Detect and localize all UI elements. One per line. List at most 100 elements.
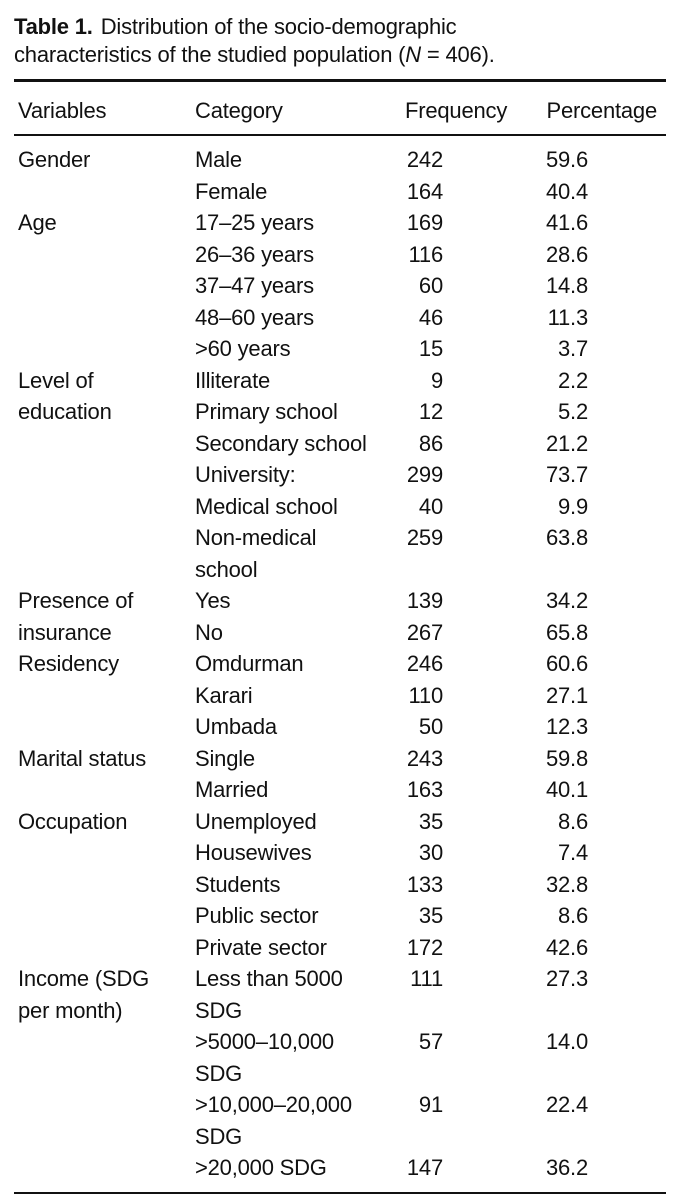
category-cell: Public sector xyxy=(195,903,319,928)
table-row: Umbada 50 12.3 xyxy=(14,711,666,743)
table-row: >20,000 SDG 147 36.2 xyxy=(14,1152,666,1193)
percentage-cell: 27.1 xyxy=(545,682,588,708)
percentage-cell: 63.8 xyxy=(545,525,588,550)
category-cell: 48–60 years xyxy=(195,304,314,330)
frequency-cell: 164 xyxy=(406,178,443,204)
table-caption-line2: characteristics of the studied populatio… xyxy=(14,42,406,67)
category-cell: Female xyxy=(195,178,268,204)
category-cell: >5000–10,000 SDG xyxy=(195,1029,334,1086)
category-cell: Less than 5000 SDG xyxy=(195,966,343,1023)
frequency-cell: 147 xyxy=(406,1155,443,1180)
frequency-cell: 9 xyxy=(430,367,443,393)
table-row: Primary school 12 5.2 xyxy=(14,396,666,428)
percentage-cell: 40.1 xyxy=(545,777,588,802)
table-caption-line1: Distribution of the socio-demographic xyxy=(100,14,457,39)
variable-cell: Age xyxy=(18,210,57,235)
sample-size-symbol: N xyxy=(405,42,421,67)
frequency-cell: 163 xyxy=(406,777,443,802)
table-row: Occupation Unemployed 35 8.6 xyxy=(14,806,666,838)
table-row: 48–60 years 46 11.3 xyxy=(14,302,666,334)
category-cell: Housewives xyxy=(195,840,312,865)
frequency-cell: 133 xyxy=(406,871,443,897)
category-cell: Married xyxy=(195,777,269,802)
percentage-cell: 3.7 xyxy=(558,336,588,361)
frequency-cell: 116 xyxy=(408,241,444,267)
percentage-cell: 28.6 xyxy=(545,241,588,267)
table-row: Students 133 32.8 xyxy=(14,869,666,901)
category-cell: Non-medical school xyxy=(195,525,317,582)
table-row: Karari 110 27.1 xyxy=(14,680,666,712)
table-row: Age 17–25 years 169 41.6 xyxy=(14,207,666,239)
percentage-cell: 5.2 xyxy=(558,399,588,424)
variable-cell: Income (SDG per month) xyxy=(18,966,150,1023)
percentage-cell: 32.8 xyxy=(545,871,588,897)
frequency-cell: 40 xyxy=(418,493,443,519)
frequency-cell: 169 xyxy=(406,210,443,235)
percentage-cell: 60.6 xyxy=(545,651,588,676)
frequency-cell: 57 xyxy=(418,1029,443,1054)
category-cell: Omdurman xyxy=(195,651,304,676)
category-cell: >60 years xyxy=(195,336,291,361)
category-cell: Male xyxy=(195,147,242,172)
category-cell: Primary school xyxy=(195,399,338,424)
table-row: Female 164 40.4 xyxy=(14,176,666,208)
percentage-cell: 73.7 xyxy=(545,462,588,487)
percentage-cell: 14.8 xyxy=(545,273,588,298)
frequency-cell: 267 xyxy=(406,619,443,645)
frequency-cell: 299 xyxy=(406,462,443,487)
percentage-cell: 40.4 xyxy=(545,178,588,204)
percentage-cell: 41.6 xyxy=(545,210,588,235)
category-cell: 26–36 years xyxy=(195,241,314,267)
frequency-cell: 110 xyxy=(408,682,444,708)
category-cell: Unemployed xyxy=(195,808,317,834)
frequency-cell: 60 xyxy=(418,273,443,298)
category-cell: Students xyxy=(195,871,281,897)
table-row: University: 299 73.7 xyxy=(14,459,666,491)
frequency-cell: 139 xyxy=(406,588,443,613)
category-cell: >20,000 SDG xyxy=(195,1155,327,1180)
frequency-cell: 12 xyxy=(418,399,443,424)
category-cell: Karari xyxy=(195,682,253,708)
frequency-cell: 15 xyxy=(418,336,443,361)
table-body: Gender Male 242 59.6 Female 164 40.4 Age 17–25 y… xyxy=(14,135,666,1193)
table-row: Non-medical school 259 63.8 xyxy=(14,522,666,585)
frequency-cell: 35 xyxy=(418,808,443,834)
socio-demographic-table: Variables Category Frequency Percentage … xyxy=(14,79,666,1194)
column-header-variables: Variables xyxy=(18,98,107,123)
table-row: Gender Male 242 59.6 xyxy=(14,135,666,176)
column-header-category: Category xyxy=(195,98,283,123)
percentage-cell: 65.8 xyxy=(545,619,588,645)
variable-cell: Residency xyxy=(18,651,119,676)
frequency-cell: 46 xyxy=(418,304,443,330)
category-cell: Private sector xyxy=(195,934,327,960)
category-cell: University: xyxy=(195,462,296,487)
percentage-cell: 27.3 xyxy=(545,966,588,991)
percentage-cell: 59.6 xyxy=(545,147,588,172)
table-row: Level of education Illiterate 9 2.2 xyxy=(14,365,666,425)
percentage-cell: 9.9 xyxy=(558,493,588,519)
table-row: >10,000–20,000 SDG 91 22.4 xyxy=(14,1089,666,1152)
frequency-cell: 91 xyxy=(418,1092,443,1117)
frequency-cell: 35 xyxy=(418,903,443,928)
category-cell: Secondary school xyxy=(195,430,367,456)
category-cell: Yes xyxy=(195,588,231,613)
frequency-cell: 30 xyxy=(418,840,443,865)
table-header-row: Variables Category Frequency Percentage xyxy=(14,80,666,135)
percentage-cell: 14.0 xyxy=(545,1029,588,1054)
category-cell: Illiterate xyxy=(195,367,271,393)
category-cell: >10,000–20,000 SDG xyxy=(195,1092,352,1149)
percentage-cell: 11.3 xyxy=(547,304,589,330)
percentage-cell: 2.2 xyxy=(558,367,588,393)
paper-table-figure: Table 1. Distribution of the socio-demogr… xyxy=(14,13,666,1194)
percentage-cell: 21.2 xyxy=(545,430,588,456)
variable-cell: Presence of insurance xyxy=(18,588,134,645)
table-row: Secondary school 86 21.2 xyxy=(14,428,666,460)
table-row: Residency Omdurman 246 60.6 xyxy=(14,648,666,680)
table-row: Presence of insurance Yes 139 34.2 xyxy=(14,585,666,645)
table-row: Married 163 40.1 xyxy=(14,774,666,806)
frequency-cell: 242 xyxy=(406,147,443,172)
category-cell: 37–47 years xyxy=(195,273,314,298)
table-row: >60 years 15 3.7 xyxy=(14,333,666,365)
table-row: Income (SDG per month) Less than 5000 SDG… xyxy=(14,963,666,1026)
category-cell: 17–25 years xyxy=(195,210,314,235)
